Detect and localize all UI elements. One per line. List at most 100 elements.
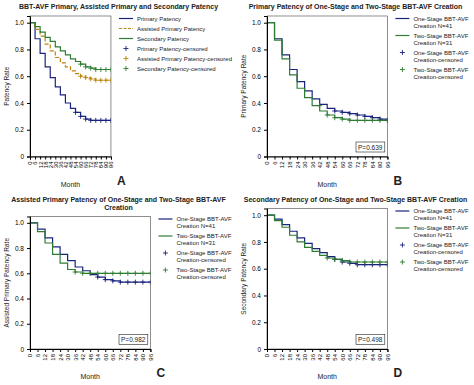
panel: Assisted Primary Patency of One-Stage an… [3, 196, 232, 381]
censor-mark [332, 109, 337, 114]
legend-line [119, 28, 133, 29]
x-tick-mark [128, 349, 129, 352]
y-axis-line [27, 17, 31, 158]
censor-mark [103, 67, 108, 72]
annotation: P=0.982 [121, 336, 146, 343]
legend-entry: Two-Stage BBT-AVFCreation N=31 [395, 225, 468, 238]
x-axis-line [268, 157, 388, 160]
x-tick-mark [35, 157, 36, 160]
x-axis: 06121824303642485460667278849096 [264, 157, 390, 169]
x-tick-mark [83, 349, 84, 352]
censor-mark [95, 271, 100, 276]
x-tick: 24 [58, 349, 64, 361]
x-tick-mark [365, 157, 366, 160]
panel-label: D [393, 366, 402, 380]
censor-mark [377, 118, 382, 123]
x-tick: 78 [125, 349, 131, 361]
y-tick-mark [264, 130, 267, 131]
x-tick: 36 [310, 157, 316, 169]
x-tick-label: 42 [80, 353, 86, 360]
legend-line [395, 210, 409, 211]
x-tick-label: 6 [35, 353, 41, 357]
legend: Primary Patency Assisted Primary Patency S… [119, 16, 232, 72]
y-tick: 0.8 [15, 46, 30, 53]
step-line [267, 23, 387, 121]
y-tick-mark [27, 49, 30, 50]
step-line [267, 215, 387, 265]
annotation: P=0.639 [358, 144, 383, 151]
censor-mark [377, 260, 382, 265]
x-tick-label: 36 [310, 161, 316, 168]
x-tick-label: 66 [347, 353, 353, 360]
legend-entry: Two-Stage BBT-AVFCreation N=31 [158, 233, 231, 246]
y-tick-label: 0.4 [252, 100, 261, 107]
censor-mark [340, 110, 345, 115]
legend-entry: Primary Patency [119, 16, 181, 22]
censor-mark [78, 74, 83, 79]
x-tick: 12 [279, 349, 285, 361]
censor-marks [95, 275, 150, 285]
y-tick-label: 0.6 [15, 270, 24, 277]
x-tick-mark [90, 349, 91, 352]
x-tick-mark [335, 157, 336, 160]
x-tick: 66 [110, 349, 116, 361]
y-tick: 0.2 [15, 126, 30, 133]
text-line: Two-Stage BBT-AVF [413, 33, 468, 39]
y-tick-mark [264, 215, 267, 216]
legend: One-Stage BBT-AVFCreation N=41Two-Stage … [158, 216, 232, 280]
text-line: Assisted Primary Patency-censored [137, 56, 232, 62]
y-tick: 0 [257, 346, 267, 353]
censor-mark [93, 78, 98, 83]
x-tick: 72 [118, 349, 124, 361]
x-tick-label: 78 [362, 353, 368, 360]
legend-entry: Assisted Primary Patency [119, 26, 205, 32]
y-tick-mark [27, 324, 30, 325]
text-line: Creation-censored [413, 266, 462, 272]
x-axis: 06121824303642485460667278849096 [264, 349, 390, 361]
y-tick: 0.6 [15, 73, 30, 80]
x-tick: 18 [287, 349, 293, 361]
x-tick-mark [68, 349, 69, 352]
x-tick-mark [38, 349, 39, 352]
y-tick-label: 0 [20, 346, 24, 353]
censor-mark [73, 110, 78, 115]
y-tick-mark [264, 23, 267, 24]
text-line: Creation N=41 [413, 23, 453, 29]
x-tick-mark [105, 349, 106, 352]
step-line [30, 223, 150, 273]
y-axis: 00.20.40.60.81.0 [15, 217, 31, 353]
y-tick-label: 0.8 [252, 46, 261, 53]
text-line: Two-Stage BBT-AVF [176, 267, 231, 273]
y-tick-mark [27, 76, 30, 77]
censor-mark [93, 118, 98, 123]
y-tick-mark [27, 103, 30, 104]
x-tick: 90 [140, 349, 146, 361]
x-tick: 66 [347, 157, 353, 169]
legend-label: Secondary Patency-censored [137, 66, 216, 72]
x-tick: 60 [103, 349, 109, 361]
x-tick-mark [372, 349, 373, 352]
x-tick-mark [45, 157, 46, 160]
censor-mark [88, 66, 93, 71]
y-tick: 0.2 [15, 320, 30, 327]
x-tick-label: 96 [148, 353, 154, 360]
legend-line [119, 18, 133, 19]
x-tick: 90 [377, 157, 383, 169]
text-line: Primary Patency [137, 16, 181, 22]
x-tick-mark [282, 349, 283, 352]
x-tick: 48 [325, 349, 331, 361]
y-tick-mark [27, 248, 30, 249]
x-tick-mark [342, 349, 343, 352]
censor-mark [325, 113, 330, 118]
x-tick-mark [282, 157, 283, 160]
legend-label: Two-Stage BBT-AVFCreation-censored [413, 259, 468, 272]
legend-label: Two-Stage BBT-AVFCreation-censored [176, 267, 231, 280]
legend-marker [163, 251, 168, 256]
legend-label: Two-Stage BBT-AVFCreation N=31 [413, 225, 468, 238]
legend-entry: Secondary Patency-censored [123, 66, 215, 72]
y-tick: 1.0 [15, 219, 30, 226]
y-axis-title: Secondary Patency Rate [240, 242, 248, 314]
censor-mark [88, 271, 93, 276]
x-tick-mark [350, 349, 351, 352]
legend-marker [400, 67, 405, 72]
